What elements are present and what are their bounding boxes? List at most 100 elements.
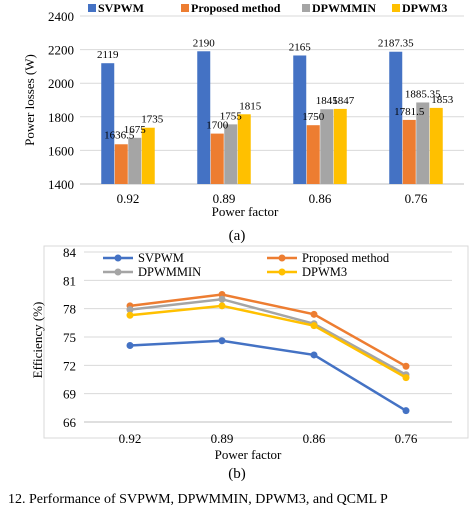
legend-marker-b: [114, 268, 122, 276]
data-point: [310, 351, 318, 359]
y-tick-label-b: 66: [63, 415, 77, 430]
y-tick-label-b: 69: [63, 387, 76, 402]
data-point: [218, 295, 226, 303]
series-lines-b: [126, 291, 410, 415]
y-tick-label-a: 2000: [48, 76, 74, 91]
bar: [224, 124, 238, 184]
legend-label-b: Proposed method: [302, 251, 390, 265]
bars-a: [101, 51, 443, 185]
data-point: [310, 310, 318, 318]
legend-marker-b: [278, 268, 286, 276]
data-point: [126, 306, 134, 314]
x-tick-label-b: 0.76: [395, 431, 418, 446]
data-point: [402, 362, 410, 370]
data-label: 1750: [302, 111, 325, 123]
data-point: [218, 302, 226, 310]
data-point: [402, 407, 410, 415]
series-line: [129, 297, 407, 376]
data-label: 1636.5: [104, 129, 135, 141]
x-axis-title-b: Power factor: [215, 447, 282, 462]
legend-swatch-a: [392, 4, 400, 12]
y-tick-label-a: 2200: [48, 43, 74, 58]
data-label: 1885.35: [405, 88, 441, 100]
bar: [416, 102, 430, 184]
data-point: [310, 322, 318, 330]
series-line: [129, 293, 407, 368]
bar: [306, 125, 320, 184]
x-tick-label-b: 0.86: [303, 431, 326, 446]
x-tick-label-a: 0.89: [213, 191, 236, 206]
data-label: 1755: [220, 110, 243, 122]
legend-label-b: DPWMMIN: [138, 265, 201, 279]
bar: [141, 127, 155, 184]
data-label: 2190: [193, 37, 216, 49]
data-label: 1700: [206, 120, 229, 132]
bar: [402, 119, 416, 184]
x-axis-title-a: Power factor: [212, 204, 279, 219]
y-tick-label-a: 1800: [48, 110, 74, 125]
data-label: 1781.5: [394, 106, 425, 118]
bar: [114, 144, 128, 184]
y-tick-label-a: 1400: [48, 177, 74, 192]
data-label: 1845: [316, 95, 339, 107]
y-tick-labels-b: 66 69 72 75 78 81 84: [63, 245, 77, 430]
x-tick-label-a: 0.86: [309, 191, 332, 206]
bar: [210, 133, 224, 184]
legend-swatch-a: [88, 4, 96, 12]
data-label: 2165: [289, 41, 312, 53]
y-tick-label-a: 1600: [48, 143, 74, 158]
x-tick-labels-a: 0.92 0.89 0.86 0.76: [117, 191, 428, 206]
bar: [333, 108, 347, 184]
bar: [293, 55, 307, 185]
x-tick-label-a: 0.92: [117, 191, 140, 206]
data-point: [126, 311, 134, 319]
series-line: [129, 304, 407, 379]
bar: [320, 109, 334, 184]
legend-label-a: DPWMMIN: [312, 1, 376, 15]
chart-frame-b: [43, 245, 469, 439]
figure-caption: 12. Performance of SVPWM, DPWMMIN, DPWM3…: [8, 492, 388, 506]
bar: [197, 51, 211, 184]
legend-marker-b: [114, 254, 122, 262]
bar: [389, 51, 403, 184]
x-tick-label-b: 0.92: [119, 431, 142, 446]
data-point: [126, 342, 134, 349]
data-label: 1847: [332, 95, 355, 107]
data-label: 1815: [239, 100, 262, 112]
legend-swatch-a: [302, 4, 310, 12]
y-tick-label-b: 78: [63, 302, 76, 317]
legend-swatch-a: [181, 4, 189, 12]
legend-label-b: DPWM3: [302, 265, 347, 279]
y-axis-title-a: Power losses (W): [22, 54, 37, 146]
bar: [429, 107, 443, 184]
legend-marker-b: [278, 254, 286, 262]
legend-label-a: Proposed method: [191, 1, 281, 15]
y-tick-label-a: 2400: [48, 9, 74, 24]
legend-label-b: SVPWM: [138, 251, 184, 265]
legend-a: SVPWM Proposed method DPWMMIN DPWM3: [88, 1, 447, 15]
data-label: 2119: [97, 49, 119, 61]
y-tick-label-b: 84: [63, 245, 77, 260]
data-label: 1675: [124, 124, 147, 136]
x-tick-label-b: 0.89: [211, 431, 234, 446]
bar: [128, 137, 142, 184]
x-tick-label-a: 0.76: [405, 191, 428, 206]
legend-label-a: DPWM3: [402, 1, 447, 15]
data-point: [402, 374, 410, 382]
y-tick-label-b: 75: [63, 330, 76, 345]
legend-b: SVPWM Proposed method DPWMMIN DPWM3: [103, 251, 390, 279]
data-label: 2187.35: [378, 38, 414, 50]
series-line: [129, 339, 407, 412]
caption-b: (b): [228, 466, 246, 482]
data-label: 1853: [431, 94, 454, 106]
line-chart-efficiency: 66 69 72 75 78 81 84 0.92 0.89 0.86 0.76 SVPWM Pro…: [30, 245, 469, 482]
y-tick-labels-a: 1400 1600 1800 2000 2200 2400: [48, 9, 74, 192]
y-tick-label-b: 72: [63, 358, 76, 373]
caption-a: (a): [229, 228, 246, 244]
data-label: 1735: [141, 114, 164, 126]
legend-label-a: SVPWM: [98, 1, 144, 15]
y-tick-label-b: 81: [63, 273, 76, 288]
y-axis-title-b: Efficiency (%): [30, 302, 45, 379]
